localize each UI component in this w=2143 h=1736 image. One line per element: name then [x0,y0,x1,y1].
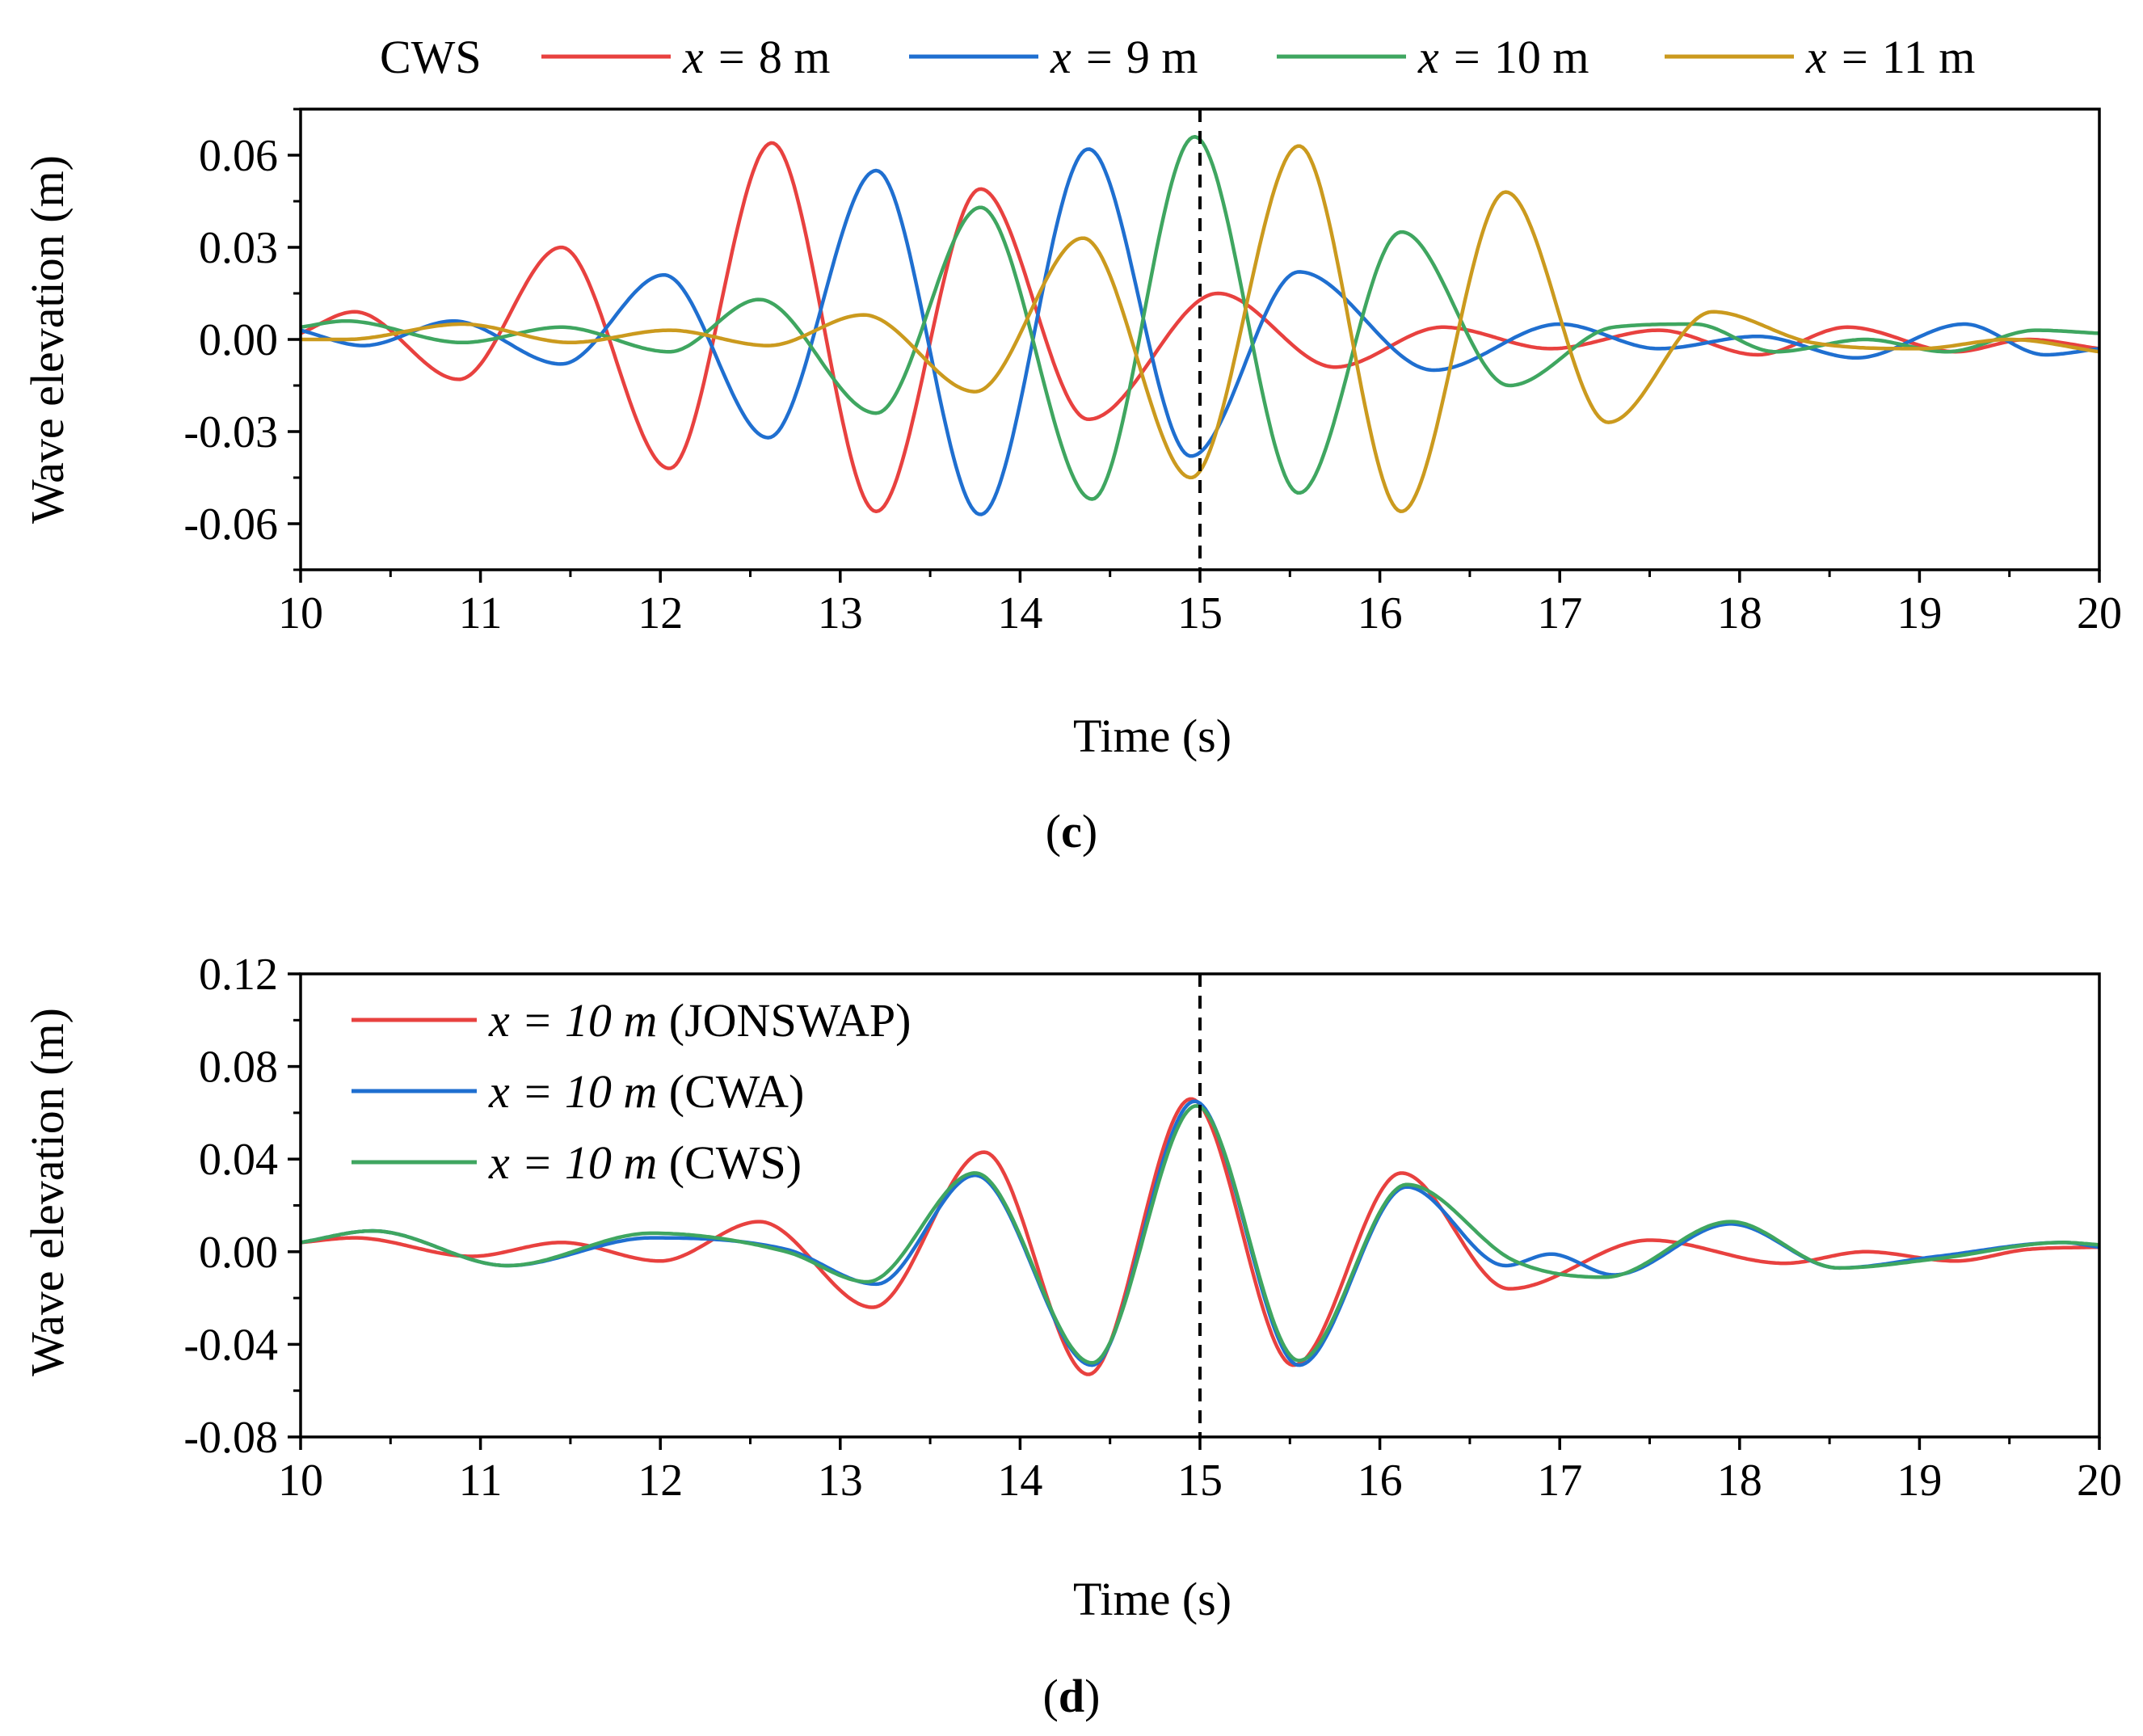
legend-label-x8: x = 8 m [682,31,831,83]
x-tick-label: 18 [1717,588,1762,638]
y-tick-label: 0.04 [199,1135,278,1185]
x-tick-label: 10 [278,1456,323,1506]
x-tick-label: 11 [459,1456,503,1506]
x-tick-label: 14 [997,588,1042,638]
y-tick-label: 0.06 [199,131,278,181]
legend-label-cws: x = 10 m (CWS) [488,1136,802,1189]
x-tick-label: 15 [1177,588,1223,638]
legend-value: 9 [1126,31,1150,83]
y-tick-label: 0.12 [199,950,278,1000]
y-tick-label: 0.08 [199,1043,278,1093]
x-tick-label: 20 [2077,588,2122,638]
legend-unit: m [1541,31,1589,83]
panel-letter-c: c [1061,805,1082,857]
chart-panel-d: 10 11 12 13 14 15 16 17 18 19 20 -0.08 -0.04 0.00 0.04… [21,950,2122,1722]
x-tick-label: 13 [818,588,863,638]
legend-prefix: x = [1050,31,1126,83]
y-tick-label: -0.06 [183,499,278,550]
x-tick-label: 18 [1717,1456,1762,1506]
plot-area-d: 10 11 12 13 14 15 16 17 18 19 20 -0.08 -0.04 0.00 0.04… [183,950,2122,1506]
x-tick-label: 17 [1537,588,1582,638]
legend-tag: (CWA) [669,1065,805,1118]
legend-label-x11: x = 11 m [1805,31,1975,83]
legend-label-x9: x = 9 m [1050,31,1198,83]
legend-value: 8 [759,31,782,83]
y-tick-label: -0.08 [183,1413,278,1463]
y-tick-label: -0.03 [183,407,278,457]
x-tick-label: 16 [1358,588,1403,638]
legend-unit: m [1927,31,1976,83]
legend-prefix: x = 10 m [488,1136,669,1189]
y-axis-title-d: Wave elevation (m) [21,1008,74,1376]
legend-tag: (JONSWAP) [669,994,912,1047]
y-axis-title-c: Wave elevation (m) [21,155,74,524]
x-tick-label: 11 [459,588,503,638]
x-tick-label: 14 [997,1456,1042,1506]
series-line-x-8-m [301,141,2099,514]
panel-label-d: (d) [1043,1670,1101,1722]
x-tick-label: 16 [1358,1456,1403,1506]
x-tick-label: 20 [2077,1456,2122,1506]
legend-unit: m [1150,31,1198,83]
x-axis-title-c: Time (s) [1073,710,1231,762]
legend-label-x10: x = 10 m [1417,31,1589,83]
legend-prefix: x = [1805,31,1882,83]
y-tick-label: 0.00 [199,1228,278,1278]
chart-panel-c: CWS x = 8 m x = 9 m x = 10 m x = 11 m 10… [21,31,2122,857]
y-tick-label: -0.04 [183,1320,278,1370]
legend-prefix: x = [682,31,759,83]
x-tick-label: 12 [638,1456,683,1506]
x-tick-label: 19 [1897,588,1942,638]
panel-letter-d: d [1059,1670,1084,1722]
x-tick-label: 19 [1897,1456,1942,1506]
legend-unit: m [782,31,831,83]
legend-tag: (CWS) [669,1136,802,1189]
x-tick-label: 17 [1537,1456,1582,1506]
x-tick-label: 15 [1177,1456,1223,1506]
y-tick-label: 0.00 [199,315,278,365]
y-tick-label: 0.03 [199,223,278,273]
legend-c: CWS x = 8 m x = 9 m x = 10 m x = 11 m [380,31,1975,83]
x-tick-label: 10 [278,588,323,638]
x-tick-label: 12 [638,588,683,638]
x-axis-title-d: Time (s) [1073,1573,1231,1625]
legend-prefix: x = 10 m [488,1065,669,1118]
plot-area-c: 10 11 12 13 14 15 16 17 18 19 20 -0.06 -0.03 0.00 0.03… [183,107,2122,638]
legend-prefix: x = [1417,31,1494,83]
legend-label-cwa: x = 10 m (CWA) [488,1065,804,1118]
panel-label-c: (c) [1046,805,1097,857]
legend-label-jonswap: x = 10 m (JONSWAP) [488,994,911,1047]
legend-title: CWS [380,31,482,83]
legend-prefix: x = 10 m [488,994,669,1047]
legend-value: 11 [1882,31,1927,83]
legend-d: x = 10 m (JONSWAP) x = 10 m (CWA) x = 10… [352,994,911,1189]
x-tick-label: 13 [818,1456,863,1506]
legend-value: 10 [1494,31,1541,83]
